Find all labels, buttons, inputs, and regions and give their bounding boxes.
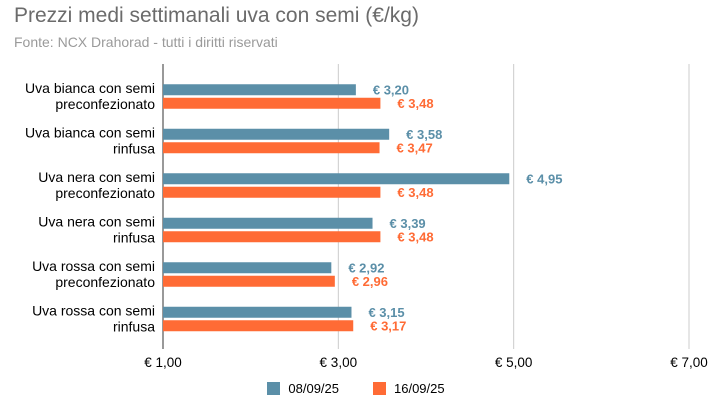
bar <box>163 306 352 318</box>
category-label: preconfezionato <box>55 185 155 201</box>
data-label: € 3,47 <box>397 140 433 155</box>
data-label: € 3,48 <box>397 185 433 200</box>
bar <box>163 231 381 243</box>
category-label: preconfezionato <box>55 96 155 112</box>
x-tick-label: € 5,00 <box>495 355 533 370</box>
chart-subtitle: Fonte: NCX Drahorad - tutti i diritti ri… <box>14 34 278 50</box>
data-label: € 3,17 <box>370 318 406 333</box>
category-label: rinfusa <box>113 319 155 335</box>
legend-item-series-2: 16/09/25 <box>373 381 445 396</box>
chart-title: Prezzi medi settimanali uva con semi (€/… <box>14 4 419 27</box>
x-tick-label: € 3,00 <box>320 355 358 370</box>
data-label: € 3,20 <box>373 82 409 97</box>
bar <box>163 173 510 185</box>
data-label: € 3,58 <box>406 127 442 142</box>
bar <box>163 142 380 154</box>
category-label: rinfusa <box>113 141 155 157</box>
category-label: Uva rossa con semi <box>32 258 155 274</box>
category-label: Uva nera con semi <box>38 169 155 185</box>
chart-legend: 08/09/25 16/09/25 <box>0 381 712 396</box>
data-label: € 2,92 <box>348 260 384 275</box>
category-label: Uva nera con semi <box>38 214 155 230</box>
bar <box>163 97 381 109</box>
data-label: € 3,15 <box>368 305 404 320</box>
data-label: € 4,95 <box>526 171 562 186</box>
bar <box>163 262 332 274</box>
legend-label-series-1: 08/09/25 <box>288 381 339 396</box>
legend-swatch-series-1 <box>267 382 281 395</box>
legend-item-series-1: 08/09/25 <box>267 381 339 396</box>
bar <box>163 320 354 332</box>
data-label: € 3,48 <box>397 96 433 111</box>
category-label: preconfezionato <box>55 274 155 290</box>
bar <box>163 128 390 140</box>
data-label: € 3,39 <box>390 216 426 231</box>
category-label: rinfusa <box>113 230 155 246</box>
category-label: Uva bianca con semi <box>25 125 155 141</box>
x-tick-label: € 7,00 <box>670 355 708 370</box>
legend-label-series-2: 16/09/25 <box>394 381 445 396</box>
bar <box>163 186 381 198</box>
x-tick-label: € 1,00 <box>144 355 182 370</box>
category-label: Uva rossa con semi <box>32 303 155 319</box>
category-label: Uva bianca con semi <box>25 80 155 96</box>
bar <box>163 84 356 96</box>
bar <box>163 217 373 229</box>
data-label: € 2,96 <box>352 274 388 289</box>
data-label: € 3,48 <box>397 229 433 244</box>
bar <box>163 275 335 287</box>
legend-swatch-series-2 <box>373 382 386 395</box>
